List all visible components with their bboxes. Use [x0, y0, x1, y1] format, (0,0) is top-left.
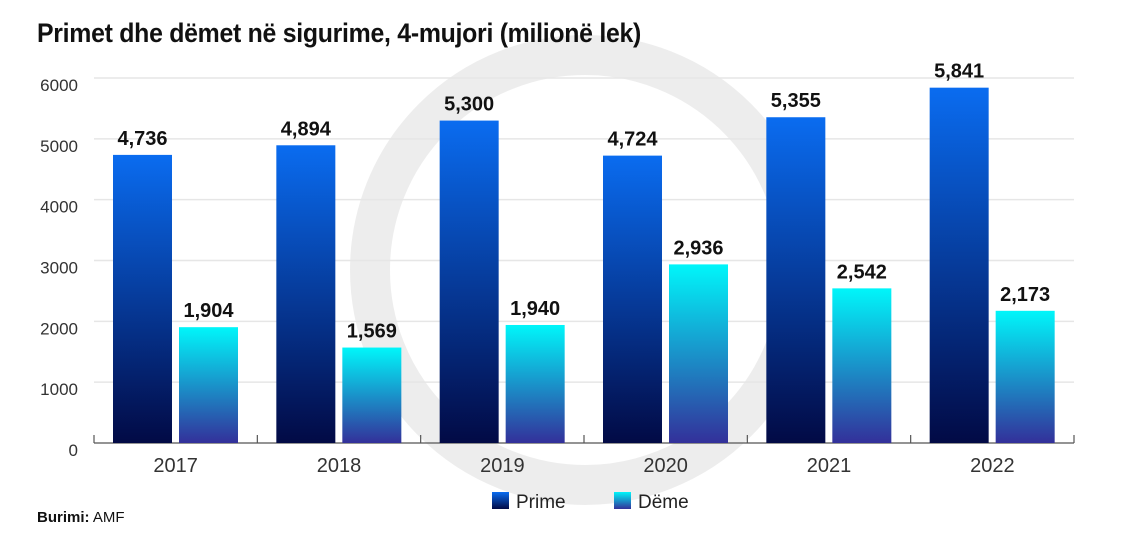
watermark-logo [350, 35, 820, 505]
legend-label: Dëme [638, 492, 689, 513]
bar-dëme [505, 324, 565, 443]
data-label: 2,936 [673, 237, 723, 259]
bar-prime [603, 155, 662, 443]
data-label: 1,569 [347, 321, 397, 343]
source-label: Burimi: [37, 509, 90, 526]
x-tick-label: 2019 [480, 455, 525, 477]
data-label: 4,736 [117, 128, 167, 150]
data-label: 4,724 [607, 129, 658, 151]
x-tick-label: 2018 [317, 455, 362, 477]
data-label: 4,894 [281, 118, 332, 140]
x-tick-label: 2022 [970, 455, 1015, 477]
legend-swatch-1 [614, 492, 631, 509]
legend-swatch-0 [492, 492, 509, 509]
bar-prime [929, 87, 989, 444]
x-tick-label: 2020 [643, 455, 688, 477]
y-tick-label: 6000 [40, 76, 78, 95]
y-tick-label: 5000 [40, 137, 78, 156]
data-label: 5,355 [771, 90, 821, 112]
data-label: 1,940 [510, 298, 560, 320]
x-tick-label: 2021 [807, 455, 852, 477]
source-note: Burimi: AMF [37, 509, 125, 526]
x-tick-label: 2017 [153, 455, 198, 477]
y-tick-label: 3000 [40, 259, 78, 278]
y-tick-label: 2000 [40, 319, 78, 338]
bar-prime [439, 120, 499, 443]
chart-title: Primet dhe dëmet në sigurime, 4-mujori (… [37, 18, 642, 48]
source-value: AMF [92, 509, 125, 526]
y-tick-label: 1000 [40, 380, 78, 399]
bar-dëme [669, 264, 728, 443]
bar-prime [113, 154, 172, 444]
bar-prime [276, 145, 336, 443]
data-label: 1,904 [183, 300, 234, 322]
bar-dëme [342, 347, 402, 443]
data-label: 2,542 [837, 261, 887, 283]
bar-dëme [832, 288, 892, 443]
bar-prime [766, 117, 826, 444]
data-label: 5,841 [934, 61, 984, 83]
data-label: 5,300 [444, 94, 494, 116]
data-label: 2,173 [1000, 284, 1050, 306]
bar-dëme [179, 327, 238, 443]
legend-label: Prime [516, 492, 566, 513]
y-tick-label: 0 [69, 441, 78, 460]
bar-dëme [995, 310, 1055, 443]
y-tick-label: 4000 [40, 198, 78, 217]
